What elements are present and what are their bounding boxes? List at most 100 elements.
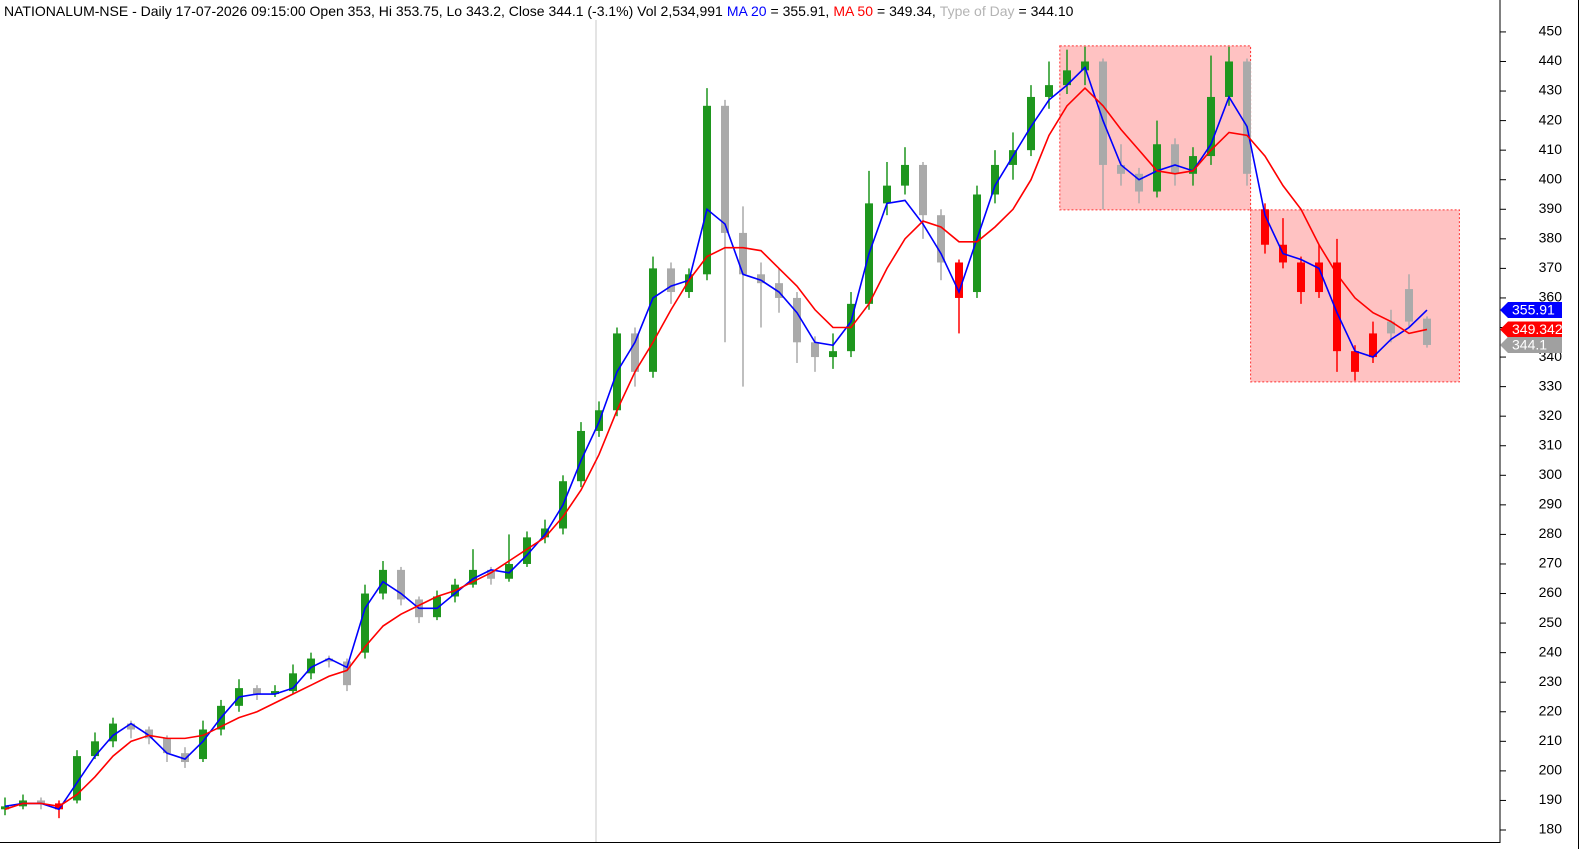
ma-line [4, 65, 1428, 811]
candle-body [811, 342, 819, 358]
y-tick-label: 220 [1539, 702, 1563, 718]
candle-body [523, 537, 531, 564]
y-tick-label: 440 [1539, 52, 1563, 68]
candle-body [1063, 70, 1071, 86]
candle-body [829, 351, 837, 358]
price-badge [1500, 336, 1562, 353]
candle-body [289, 673, 297, 692]
candle-body [1369, 333, 1377, 358]
price-badge [1500, 302, 1562, 319]
candle-body [1, 806, 9, 810]
candle-body [1297, 262, 1305, 293]
candle-body [199, 729, 207, 760]
y-tick-label: 200 [1539, 762, 1563, 778]
y-tick-label: 300 [1539, 466, 1563, 482]
y-tick-label: 240 [1539, 643, 1563, 659]
candle-body [397, 569, 405, 600]
price-badge-label: 349.342 [1512, 321, 1563, 337]
y-tick-label: 330 [1539, 377, 1563, 393]
candle-body [1099, 61, 1107, 165]
y-tick-label: 410 [1539, 141, 1563, 157]
candle-body [91, 741, 99, 757]
candle-body [469, 569, 477, 585]
header-part: = 349.34, [877, 3, 936, 19]
candle-body [1027, 96, 1035, 151]
y-tick-label: 180 [1539, 821, 1563, 837]
candle-body [253, 688, 261, 695]
candle-body [1225, 61, 1233, 97]
header-part: = 355.91, [771, 3, 830, 19]
candle-body [271, 691, 279, 695]
y-tick-label: 380 [1539, 230, 1563, 246]
candle-body [361, 593, 369, 653]
candle-body [1261, 209, 1269, 245]
price-badge-label: 355.91 [1512, 302, 1555, 318]
y-tick-label: 370 [1539, 259, 1563, 275]
candle-body [703, 105, 711, 275]
candle-body [1135, 173, 1143, 192]
y-tick-label: 430 [1539, 82, 1563, 98]
candle-body [1387, 321, 1395, 334]
candle-body [793, 297, 801, 343]
header-part: MA 20 [727, 3, 767, 19]
candle-body [667, 268, 675, 293]
candle-body [343, 661, 351, 686]
candle-body [1153, 144, 1161, 192]
candle-body [109, 723, 117, 742]
y-tick-label: 450 [1539, 23, 1563, 39]
y-tick-label: 310 [1539, 436, 1563, 452]
y-tick-label: 250 [1539, 614, 1563, 630]
y-tick-label: 260 [1539, 584, 1563, 600]
candle-body [775, 283, 783, 298]
candle-body [1333, 262, 1341, 352]
y-tick-label: 230 [1539, 673, 1563, 689]
y-tick-label: 190 [1539, 791, 1563, 807]
header-part: Type of Day [940, 3, 1015, 19]
candle-body [505, 563, 513, 579]
candle-body [1081, 61, 1089, 71]
candle-body [991, 164, 999, 195]
candle-body [757, 274, 765, 284]
candle-body [937, 215, 945, 263]
candle-body [1243, 61, 1251, 174]
candle-body [1189, 156, 1197, 174]
candle-body [901, 164, 909, 186]
y-tick-label: 320 [1539, 407, 1563, 423]
candle-body [307, 658, 315, 674]
y-tick-label: 400 [1539, 170, 1563, 186]
header-part: NATIONALUM-NSE - Daily 17-07-2026 09:15:… [4, 3, 723, 19]
y-tick-label: 270 [1539, 555, 1563, 571]
candle-body [577, 430, 585, 482]
candle-body [1171, 144, 1179, 174]
candle-body [127, 723, 135, 730]
candle-body [685, 274, 693, 293]
header-part: MA 50 [833, 3, 873, 19]
candle-body [631, 333, 639, 372]
y-tick-label: 390 [1539, 200, 1563, 216]
candle-body [73, 756, 81, 801]
price-badge-label: 344.1 [1512, 337, 1547, 353]
candle-body [1315, 262, 1323, 293]
candle-body [487, 569, 495, 579]
candle-body [1351, 351, 1359, 372]
price-badge [1500, 321, 1562, 338]
candle-body [325, 658, 333, 662]
y-tick-label: 420 [1539, 111, 1563, 127]
candle-body [1423, 318, 1431, 345]
candle-body [163, 738, 171, 754]
candle-body [1045, 85, 1053, 97]
ma-line [4, 86, 1428, 811]
candle-body [721, 105, 729, 233]
chart-header: NATIONALUM-NSE - Daily 17-07-2026 09:15:… [4, 3, 1074, 19]
candle-body [919, 164, 927, 216]
y-tick-label: 290 [1539, 496, 1563, 512]
y-tick-label: 210 [1539, 732, 1563, 748]
candle-body [433, 596, 441, 618]
candle-body [649, 268, 657, 372]
candle-body [1117, 164, 1125, 174]
y-tick-label: 280 [1539, 525, 1563, 541]
candle-body [739, 232, 747, 275]
candle-body [181, 753, 189, 763]
